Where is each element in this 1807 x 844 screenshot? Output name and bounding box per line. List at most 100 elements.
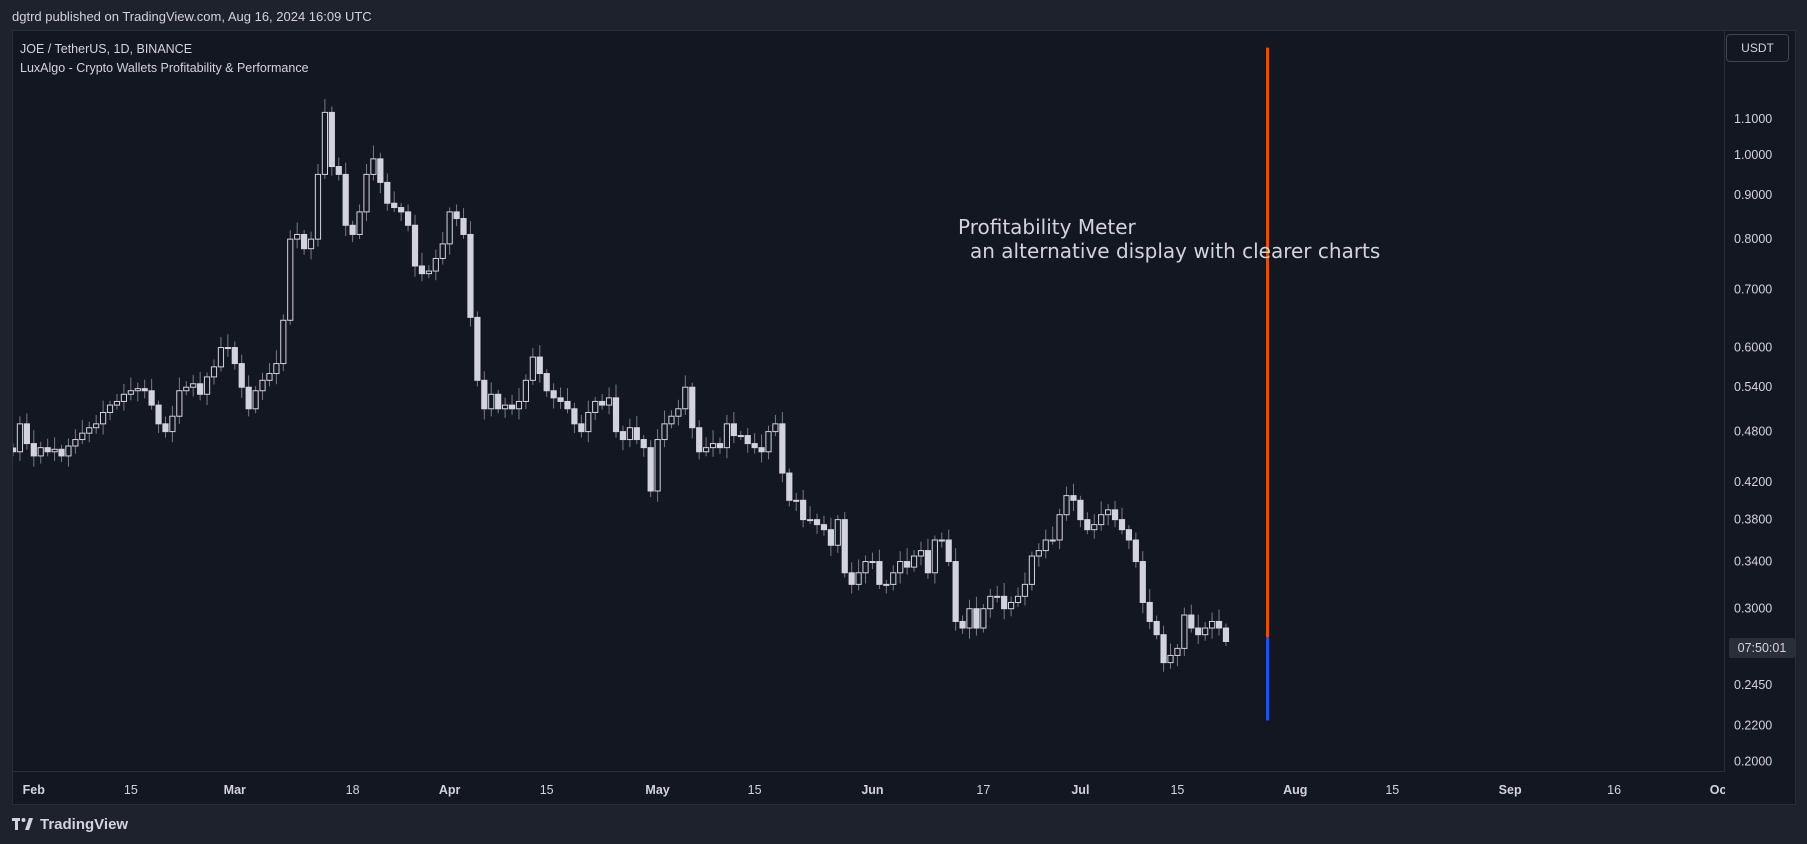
candle bbox=[1208, 612, 1216, 639]
candle bbox=[425, 265, 432, 279]
candle bbox=[23, 413, 30, 450]
candle bbox=[1091, 514, 1098, 539]
price-tick-label: 0.8000 bbox=[1734, 232, 1772, 246]
candle bbox=[100, 400, 107, 435]
candle bbox=[1146, 589, 1153, 630]
candle bbox=[883, 579, 890, 594]
candle bbox=[938, 532, 945, 548]
candle bbox=[467, 221, 474, 327]
candlestick-chart bbox=[9, 47, 1270, 721]
candle bbox=[1215, 609, 1223, 636]
candle bbox=[786, 468, 793, 507]
candle bbox=[578, 414, 585, 438]
candle bbox=[418, 252, 426, 282]
candle bbox=[897, 551, 904, 584]
candle bbox=[772, 414, 779, 437]
candle bbox=[120, 383, 127, 411]
candle bbox=[287, 230, 294, 325]
candle bbox=[280, 314, 287, 372]
profitability-meter-upper bbox=[1266, 47, 1270, 638]
candle bbox=[827, 517, 834, 556]
chart-plot-area[interactable]: JOE / TetherUS, 1D, BINANCE LuxAlgo - Cr… bbox=[9, 31, 1725, 771]
candle bbox=[800, 489, 807, 528]
candle bbox=[904, 548, 911, 575]
candle bbox=[605, 387, 613, 415]
candle bbox=[703, 437, 710, 457]
time-tick-label: 15 bbox=[1170, 783, 1184, 797]
candle bbox=[398, 203, 405, 222]
candle bbox=[391, 191, 398, 213]
candle bbox=[169, 405, 176, 443]
candle bbox=[737, 431, 744, 441]
candle bbox=[543, 369, 550, 397]
price-tick-label: 0.2450 bbox=[1734, 678, 1772, 692]
candle bbox=[931, 535, 938, 584]
candle bbox=[682, 375, 689, 415]
candle bbox=[709, 430, 717, 457]
time-tick-label: Jul bbox=[1071, 783, 1089, 797]
indicator-title[interactable]: LuxAlgo - Crypto Wallets Profitability &… bbox=[20, 61, 309, 75]
bottom-bar: TradingView bbox=[0, 806, 1807, 844]
candle bbox=[148, 378, 155, 410]
price-tick-label: 0.2000 bbox=[1734, 754, 1772, 768]
price-tick-label: 0.9000 bbox=[1734, 188, 1772, 202]
candle bbox=[723, 414, 731, 459]
candle bbox=[529, 348, 536, 385]
candle bbox=[1125, 525, 1133, 550]
candle bbox=[16, 416, 24, 461]
candle bbox=[481, 371, 488, 420]
candle bbox=[384, 173, 391, 211]
candle bbox=[758, 434, 765, 463]
time-tick-label: Feb bbox=[23, 783, 46, 797]
candle bbox=[190, 374, 197, 397]
candle bbox=[217, 337, 225, 372]
currency-button[interactable]: USDT bbox=[1726, 34, 1789, 62]
price-tick-label: 0.2200 bbox=[1734, 719, 1772, 733]
candle bbox=[370, 145, 377, 181]
candle bbox=[1202, 622, 1209, 641]
chart-frame: JOE / TetherUS, 1D, BINANCE LuxAlgo - Cr… bbox=[9, 30, 1796, 806]
candle bbox=[869, 552, 876, 570]
symbol-title[interactable]: JOE / TetherUS, 1D, BINANCE bbox=[20, 42, 193, 56]
time-tick-label: 17 bbox=[976, 783, 990, 797]
tradingview-logo-icon bbox=[12, 816, 34, 833]
candle bbox=[51, 437, 58, 461]
candle bbox=[730, 411, 737, 444]
candle bbox=[890, 565, 897, 591]
candle bbox=[1063, 486, 1070, 521]
candle bbox=[633, 415, 640, 445]
candle bbox=[640, 435, 647, 457]
candle bbox=[1167, 643, 1174, 669]
candle bbox=[945, 529, 952, 567]
candle bbox=[1105, 503, 1112, 526]
time-axis[interactable]: Feb 15 Mar 18 Apr 15 May 15 Jun 17 Jul 15 Aug 15 Sep 16… bbox=[13, 771, 1726, 806]
candle bbox=[571, 402, 578, 433]
price-tick-label: 0.4800 bbox=[1734, 425, 1772, 439]
price-axis[interactable]: 1.30001.10001.00000.90000.80000.70000.60… bbox=[1724, 31, 1796, 804]
candle bbox=[273, 350, 280, 385]
chart-legend: JOE / TetherUS, 1D, BINANCE LuxAlgo - Cr… bbox=[20, 40, 309, 78]
candle bbox=[1049, 526, 1056, 545]
candle bbox=[37, 441, 44, 464]
candle bbox=[820, 515, 828, 536]
candle bbox=[495, 389, 502, 414]
candle bbox=[619, 425, 627, 451]
candle bbox=[58, 444, 65, 463]
candle bbox=[522, 374, 530, 410]
candle bbox=[238, 354, 245, 398]
candle bbox=[162, 416, 169, 438]
candle bbox=[536, 345, 543, 383]
candle bbox=[973, 596, 980, 636]
tradingview-logo[interactable]: TradingView bbox=[12, 816, 128, 833]
candle bbox=[453, 204, 460, 227]
candle bbox=[294, 222, 301, 249]
time-tick-label: Aug bbox=[1283, 783, 1307, 797]
candle bbox=[411, 214, 419, 277]
candle bbox=[862, 555, 869, 584]
candle bbox=[210, 359, 218, 385]
candle bbox=[550, 383, 557, 409]
candle bbox=[1070, 483, 1077, 512]
price-tick-label: 0.3800 bbox=[1734, 513, 1772, 527]
candle bbox=[72, 429, 79, 454]
candle bbox=[266, 363, 273, 387]
